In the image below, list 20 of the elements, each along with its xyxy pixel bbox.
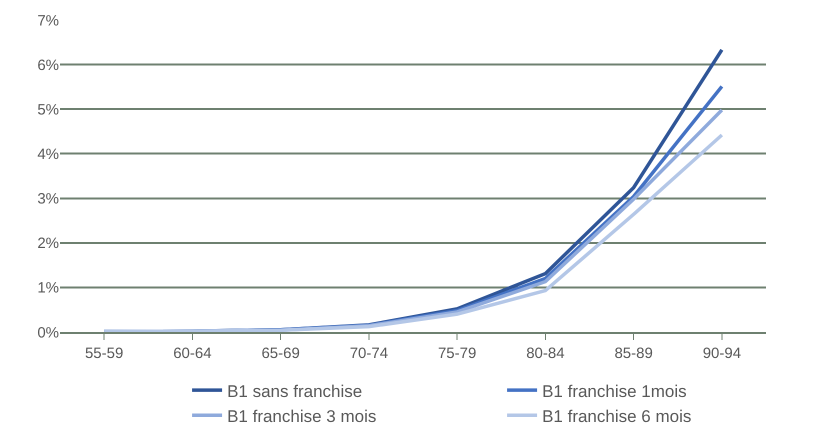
x-tick-label: 75-79 — [438, 344, 476, 362]
legend-label: B1 sans franchise — [227, 382, 362, 401]
y-tick-label: 2% — [37, 235, 59, 252]
x-tick-label: 85-89 — [614, 344, 653, 362]
legend-label: B1 franchise 3 mois — [227, 406, 376, 426]
y-tick-label: 7% — [37, 12, 59, 30]
y-tick-label: 6% — [37, 56, 59, 74]
legend-label: B1 franchise 6 mois — [542, 406, 692, 426]
x-tick-label: 55-59 — [84, 344, 124, 362]
x-tick-label: 80-84 — [526, 344, 565, 362]
y-tick-label: 4% — [37, 146, 59, 163]
legend-label: B1 franchise 1mois — [542, 382, 687, 401]
y-tick-label: 1% — [37, 280, 59, 297]
x-tick-label: 65-69 — [261, 344, 300, 362]
x-tick-label: 60-64 — [173, 344, 212, 362]
y-tick-label: 0% — [37, 324, 59, 342]
x-tick-label: 70-74 — [350, 344, 388, 362]
y-tick-label: 5% — [37, 101, 59, 118]
x-tick-label: 90-94 — [702, 344, 742, 362]
y-tick-label: 3% — [37, 190, 59, 208]
